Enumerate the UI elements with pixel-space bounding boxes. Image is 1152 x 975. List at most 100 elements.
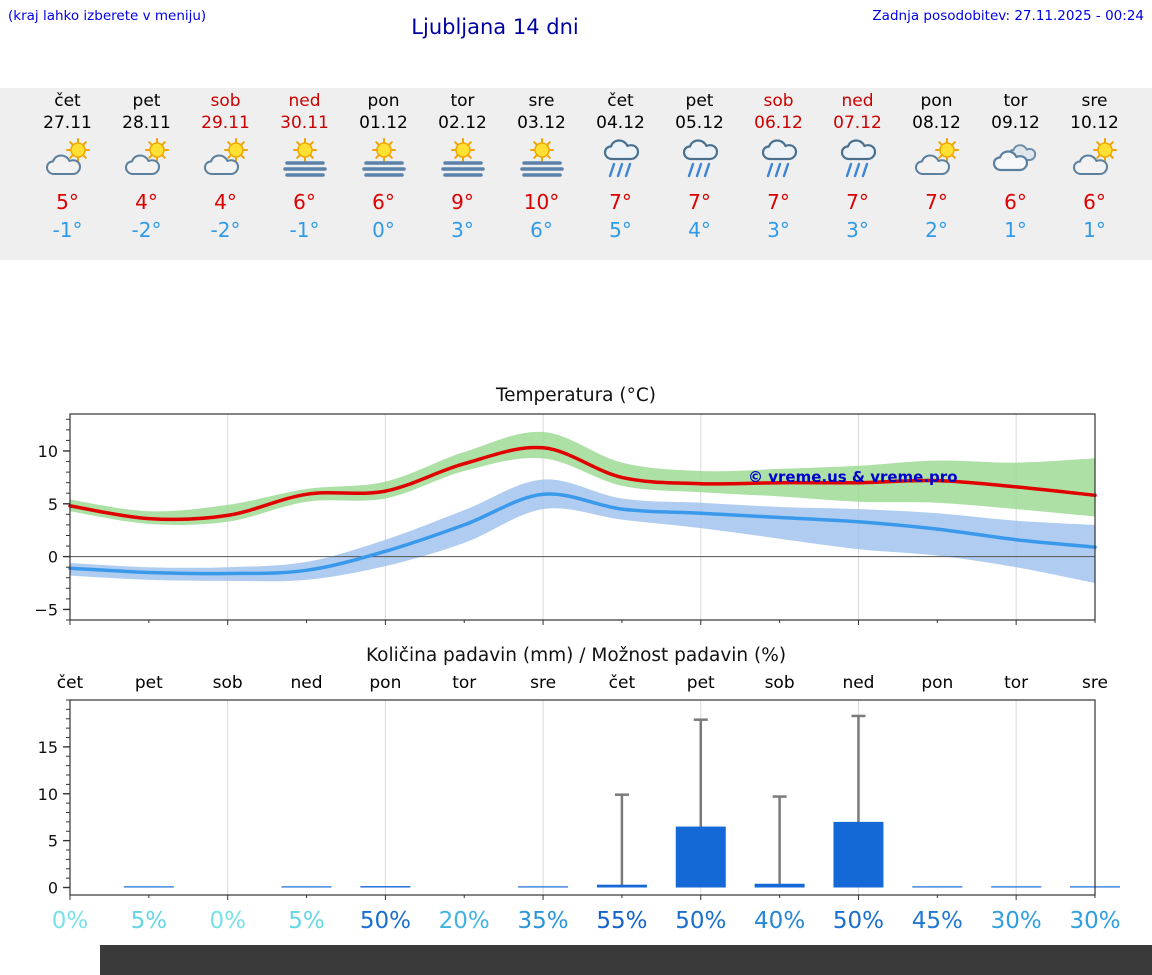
day-name: pon: [367, 91, 400, 111]
forecast-day-03.12[interactable]: sre 03.12 10° 6°: [502, 90, 581, 260]
precip-probability-label: 50%: [833, 908, 884, 934]
forecast-day-09.12[interactable]: tor 09.12 6° 1°: [976, 90, 1055, 260]
day-icon-wrap: [107, 136, 186, 182]
precip-probability-label: 35%: [518, 908, 569, 934]
day-name: čet: [54, 91, 81, 111]
day-min-temperature: 3°: [846, 218, 869, 242]
day-name: ned: [288, 91, 321, 111]
fog-sun-icon: [514, 138, 570, 180]
day-icon-wrap: [28, 136, 107, 182]
precip-probability-label: 5%: [288, 908, 325, 934]
day-date: 29.11: [201, 113, 250, 133]
partly-cloudy-icon: [198, 138, 254, 180]
forecast-day-27.11[interactable]: čet 27.11 5° -1°: [28, 90, 107, 260]
day-max-temperature: 4°: [135, 190, 158, 214]
forecast-day-10.12[interactable]: sre 10.12 6° 1°: [1055, 90, 1134, 260]
forecast-day-02.12[interactable]: tor 02.12 9° 3°: [423, 90, 502, 260]
svg-text:čet: čet: [609, 673, 636, 693]
last-updated: Zadnja posodobitev: 27.11.2025 - 00:24: [872, 8, 1144, 24]
rain-icon: [672, 138, 728, 180]
forecast-day-01.12[interactable]: pon 01.12 6° 0°: [344, 90, 423, 260]
day-max-temperature: 7°: [846, 190, 869, 214]
day-max-temperature: 6°: [1004, 190, 1027, 214]
forecast-day-06.12[interactable]: sob 06.12 7° 3°: [739, 90, 818, 260]
svg-text:5: 5: [48, 495, 58, 514]
precip-probability-label: 40%: [754, 908, 805, 934]
precip-chart-title: Količina padavin (mm) / Možnost padavin …: [365, 645, 787, 666]
day-icon-wrap: [739, 136, 818, 182]
svg-text:10: 10: [38, 785, 58, 804]
svg-text:ned: ned: [291, 673, 323, 693]
day-date: 05.12: [675, 113, 724, 133]
day-icon-wrap: [581, 136, 660, 182]
day-name: ned: [841, 91, 874, 111]
day-icon-wrap: [186, 136, 265, 182]
day-icon-wrap: [818, 136, 897, 182]
precip-probability-label: 55%: [596, 908, 647, 934]
temperature-chart: −5 0 5 10 © vreme.us & vreme.pro: [34, 413, 1097, 625]
day-icon-wrap: [502, 136, 581, 182]
day-name: sob: [763, 91, 794, 111]
partly-cloudy-icon: [40, 138, 96, 180]
day-min-temperature: -2°: [210, 218, 241, 242]
day-date: 04.12: [596, 113, 645, 133]
partly-cloudy-icon: [119, 138, 175, 180]
day-min-temperature: 1°: [1004, 218, 1027, 242]
svg-text:čet: čet: [57, 673, 84, 693]
fog-sun-icon: [356, 138, 412, 180]
temperature-chart-title: Temperatura (°C): [495, 385, 657, 406]
day-icon-wrap: [660, 136, 739, 182]
precip-probability-label: 0%: [209, 908, 246, 934]
svg-text:5: 5: [48, 832, 58, 851]
day-min-temperature: 5°: [609, 218, 632, 242]
forecast-day-30.11[interactable]: ned 30.11 6° -1°: [265, 90, 344, 260]
forecast-day-07.12[interactable]: ned 07.12 7° 3°: [818, 90, 897, 260]
svg-text:sre: sre: [530, 673, 556, 693]
day-icon-wrap: [976, 136, 1055, 182]
day-date: 09.12: [991, 113, 1040, 133]
day-date: 02.12: [438, 113, 487, 133]
day-min-temperature: 3°: [767, 218, 790, 242]
day-name: sob: [210, 91, 241, 111]
day-date: 08.12: [912, 113, 961, 133]
day-icon-wrap: [423, 136, 502, 182]
day-name: pet: [132, 91, 161, 111]
precip-probability-label: 50%: [360, 908, 411, 934]
partly-cloudy-icon: [909, 138, 965, 180]
day-max-temperature: 7°: [688, 190, 711, 214]
day-max-temperature: 7°: [767, 190, 790, 214]
day-max-temperature: 9°: [451, 190, 474, 214]
forecast-day-08.12[interactable]: pon 08.12 7° 2°: [897, 90, 976, 260]
svg-text:ned: ned: [842, 673, 874, 693]
day-date: 30.11: [280, 113, 329, 133]
forecast-day-04.12[interactable]: čet 04.12 7° 5°: [581, 90, 660, 260]
day-date: 07.12: [833, 113, 882, 133]
forecast-day-29.11[interactable]: sob 29.11 4° -2°: [186, 90, 265, 260]
fog-sun-icon: [277, 138, 333, 180]
day-min-temperature: -2°: [131, 218, 162, 242]
day-name: sre: [1081, 91, 1108, 111]
svg-text:10: 10: [38, 442, 58, 461]
forecast-strip: čet 27.11 5° -1° pet 28.11 4° -2° sob 29.11 4° -2° n…: [0, 88, 1152, 260]
rain-icon: [830, 138, 886, 180]
day-min-temperature: 4°: [688, 218, 711, 242]
svg-text:sob: sob: [765, 673, 795, 693]
day-name: sre: [528, 91, 555, 111]
day-icon-wrap: [897, 136, 976, 182]
day-name: pon: [920, 91, 953, 111]
forecast-day-28.11[interactable]: pet 28.11 4° -2°: [107, 90, 186, 260]
day-date: 27.11: [43, 113, 92, 133]
page-title: Ljubljana 14 dni: [411, 15, 579, 39]
day-name: tor: [1003, 91, 1028, 111]
svg-text:pet: pet: [135, 673, 163, 693]
precip-probability-label: 50%: [675, 908, 726, 934]
forecast-day-05.12[interactable]: pet 05.12 7° 4°: [660, 90, 739, 260]
day-date: 10.12: [1070, 113, 1119, 133]
day-max-temperature: 5°: [56, 190, 79, 214]
day-min-temperature: 1°: [1083, 218, 1106, 242]
day-max-temperature: 4°: [214, 190, 237, 214]
day-min-temperature: 2°: [925, 218, 948, 242]
day-min-temperature: -1°: [289, 218, 320, 242]
day-min-temperature: 0°: [372, 218, 395, 242]
